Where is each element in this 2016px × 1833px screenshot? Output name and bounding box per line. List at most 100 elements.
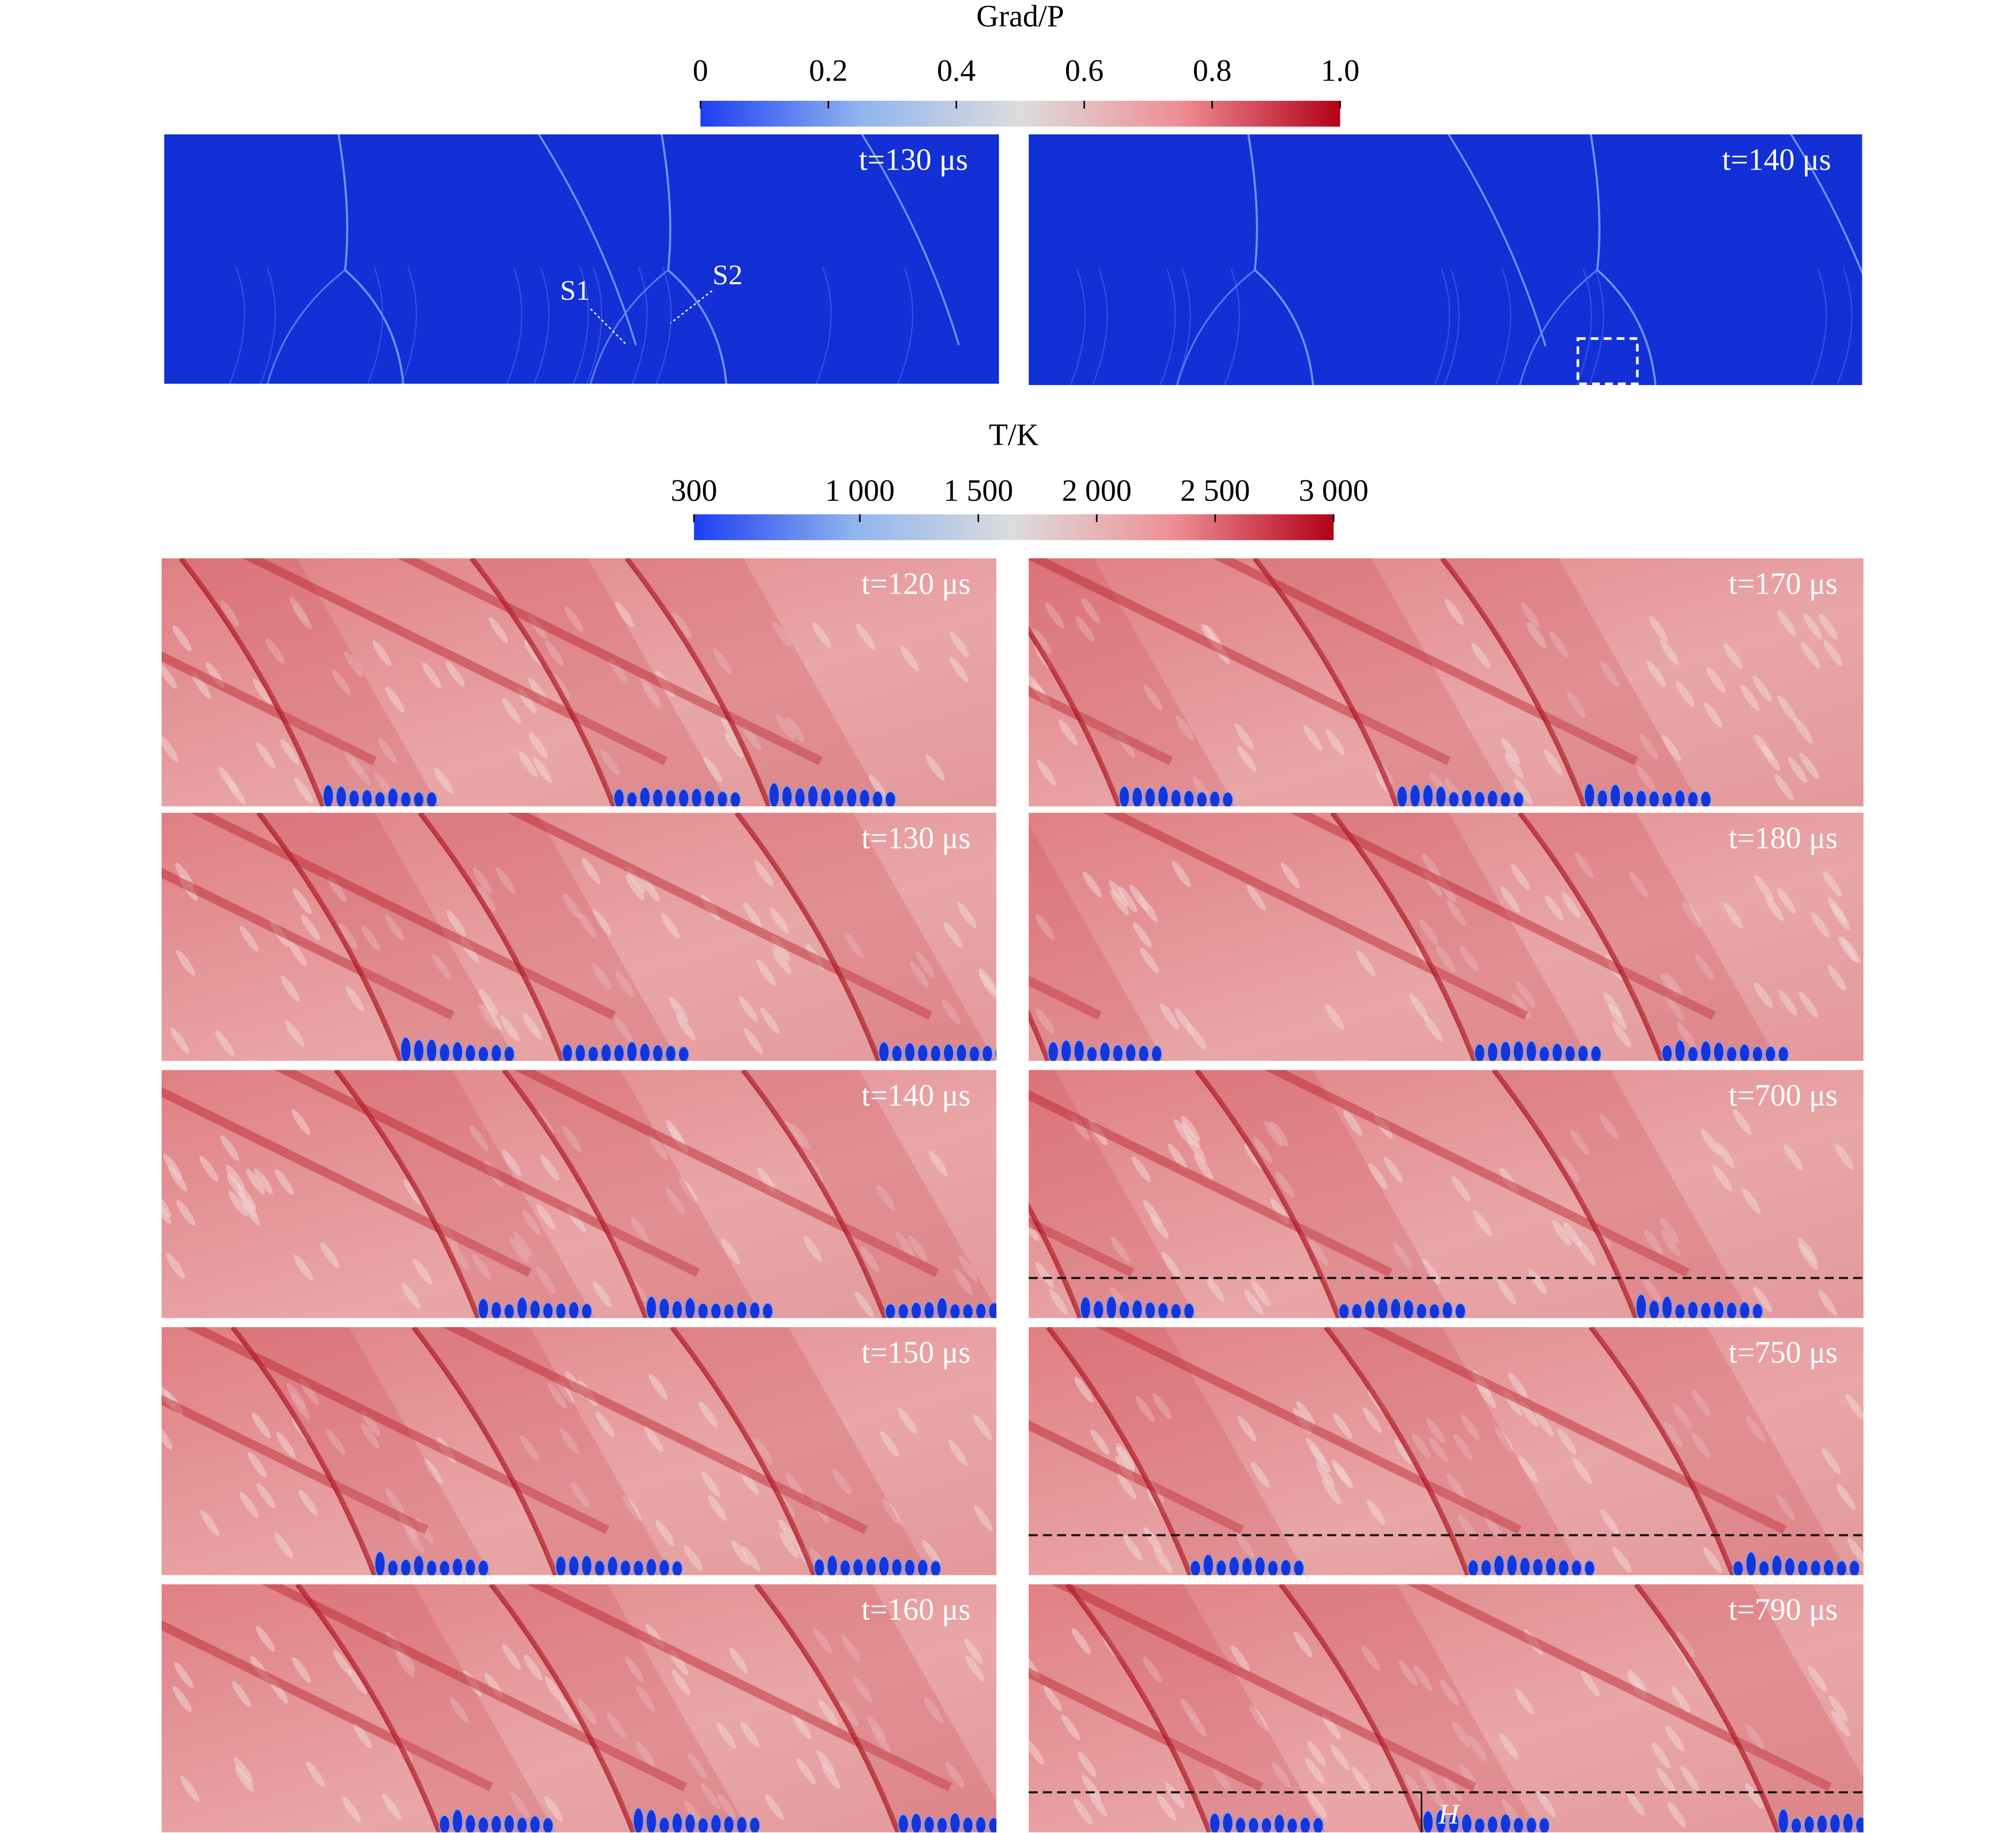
fresh-mixture	[1778, 1808, 1789, 1832]
cell-streak	[1152, 1393, 1172, 1420]
cell-streak	[1270, 1198, 1290, 1224]
cell-streak	[1776, 1494, 1796, 1520]
detonation-front	[1492, 1070, 1639, 1318]
cell-streak	[1501, 738, 1521, 764]
fresh-mixture	[1894, 1817, 1905, 1833]
shock-line	[1518, 269, 1598, 386]
fresh-mixture	[1280, 1559, 1292, 1575]
detonation-front	[741, 1070, 888, 1318]
cell-streak	[1494, 1427, 1514, 1453]
cell-streak	[1822, 870, 1842, 897]
cell-streak	[785, 1472, 804, 1499]
cell-streak	[1303, 725, 1323, 751]
cell-streak	[247, 1452, 267, 1478]
fresh-mixture	[781, 785, 793, 806]
fresh-mixture	[503, 1814, 515, 1832]
fresh-mixture	[1493, 1555, 1505, 1575]
trailing-band	[1361, 1327, 1787, 1534]
front-shade	[1028, 1070, 1197, 1318]
cell-streak	[1077, 1751, 1097, 1778]
cell-streak	[528, 613, 547, 639]
cell-streak	[1316, 1461, 1335, 1488]
cell-streak	[191, 673, 211, 699]
fresh-mixture	[1170, 1303, 1182, 1318]
fresh-mixture	[1415, 1303, 1428, 1318]
cell-streak	[385, 686, 405, 713]
cell-streak	[523, 1654, 543, 1680]
fresh-mixture	[613, 1044, 625, 1061]
fresh-mixture	[1260, 1817, 1273, 1832]
cell-streak	[818, 1700, 838, 1726]
cell-streak	[1732, 1109, 1752, 1135]
fresh-mixture	[1448, 1813, 1460, 1832]
cell-streak	[1088, 1790, 1108, 1816]
cell-streak	[856, 623, 875, 650]
cell-streak	[755, 861, 774, 887]
fresh-mixture	[665, 1045, 677, 1061]
cell-streak	[529, 732, 548, 759]
fresh-mixture	[962, 1303, 974, 1318]
cell-streak	[1293, 1631, 1313, 1658]
cell-streak	[281, 975, 300, 1002]
fresh-mixture	[594, 1559, 605, 1575]
panel	[161, 558, 997, 806]
cell-streak	[545, 1676, 564, 1703]
colorbar-title: Grad/P	[977, 0, 1065, 34]
front-shade	[1196, 1070, 1455, 1318]
fresh-mixture	[1461, 1813, 1473, 1832]
fresh-mixture	[1079, 1296, 1092, 1318]
cell-streak	[1707, 667, 1726, 693]
cell-streak	[518, 688, 537, 714]
fresh-mixture	[1869, 1816, 1879, 1833]
panel-background	[1028, 134, 1862, 386]
cell-streak	[161, 1198, 171, 1224]
cell-streak	[1701, 1129, 1720, 1155]
flow-line	[260, 267, 276, 384]
cell-streak	[1818, 1290, 1837, 1316]
flow-line	[1224, 268, 1241, 386]
fresh-mixture	[374, 1551, 386, 1575]
cell-streak	[275, 1169, 294, 1195]
cell-streak	[1845, 1394, 1864, 1420]
cell-streak	[729, 1647, 748, 1674]
panel	[161, 1070, 997, 1318]
cell-streak	[478, 1003, 497, 1029]
cell-streak	[660, 913, 680, 939]
cell-streak	[563, 893, 582, 920]
cell-streak	[701, 894, 720, 920]
cell-streak	[1368, 1163, 1388, 1189]
front-shade	[413, 1327, 673, 1575]
fresh-mixture	[1099, 1042, 1111, 1061]
fresh-mixture	[639, 787, 651, 806]
fresh-mixture	[645, 1558, 657, 1575]
shock-line	[861, 134, 960, 346]
cell-streak	[1715, 1142, 1735, 1168]
cell-streak	[298, 1490, 318, 1516]
cell-streak	[1296, 1400, 1315, 1427]
cell-streak	[280, 739, 300, 765]
cell-streak	[1071, 1628, 1091, 1654]
cell-streak	[1484, 1514, 1503, 1540]
detonation-front	[1440, 558, 1587, 806]
cell-streak	[285, 1020, 305, 1046]
cell-streak	[414, 1518, 434, 1544]
fresh-mixture	[1274, 1813, 1285, 1832]
cell-streak	[1573, 1458, 1592, 1484]
cell-streak	[812, 622, 831, 648]
flow-line	[367, 267, 383, 384]
cell-streak	[581, 858, 601, 884]
cell-streak	[345, 986, 365, 1012]
fresh-mixture	[400, 791, 412, 806]
fresh-mixture	[1571, 1559, 1582, 1575]
fresh-mixture	[1797, 1559, 1809, 1575]
front-shade	[233, 1327, 491, 1575]
trailing-band	[274, 1070, 700, 1277]
fresh-mixture	[671, 1812, 683, 1832]
fresh-mixture	[581, 1555, 593, 1575]
fresh-mixture	[574, 1044, 586, 1061]
cell-streak	[701, 1471, 721, 1498]
fresh-mixture	[652, 788, 664, 806]
fresh-mixture	[426, 791, 438, 806]
cell-streak	[1446, 900, 1466, 926]
cell-streak	[1662, 735, 1681, 762]
